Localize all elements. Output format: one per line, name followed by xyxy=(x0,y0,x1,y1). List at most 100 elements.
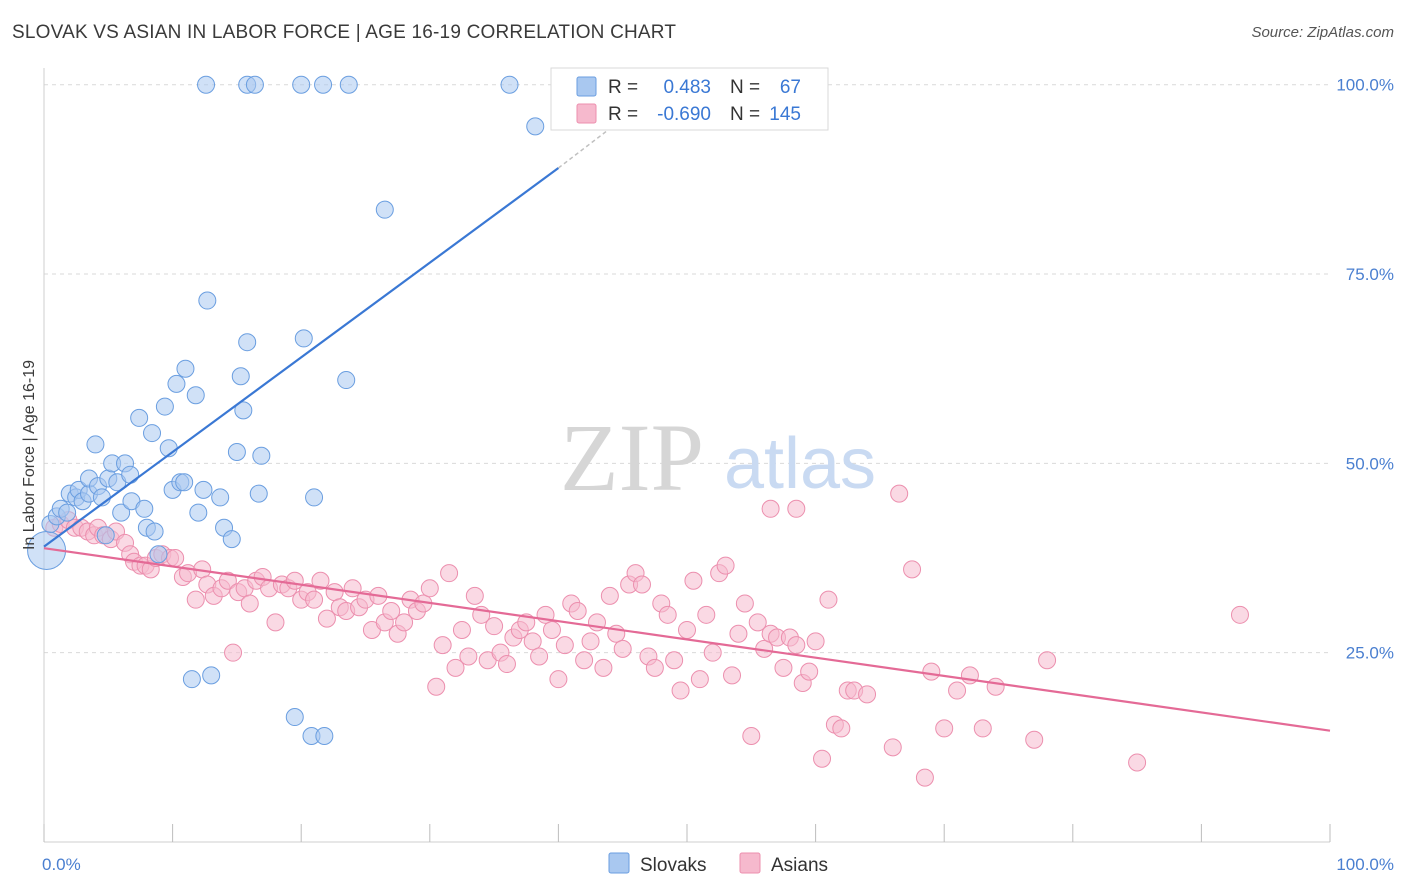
slovaks-point xyxy=(198,291,217,310)
asians-point xyxy=(575,651,594,670)
x-tick-label-max: 100.0% xyxy=(1336,855,1394,874)
asians-point xyxy=(1230,605,1249,624)
slovaks-point xyxy=(86,435,105,454)
slovaks-point xyxy=(238,333,257,352)
asians-point xyxy=(761,499,780,518)
legend-swatch-slovaks xyxy=(576,76,597,97)
asians-point xyxy=(530,647,549,666)
asians-point xyxy=(658,605,677,624)
asians-point xyxy=(806,632,825,651)
slovaks-point xyxy=(305,488,324,507)
legend-n-value-1: 67 xyxy=(780,77,801,98)
asians-point xyxy=(446,658,465,677)
asians-point xyxy=(729,624,748,643)
asians-point xyxy=(549,670,568,689)
asians-point xyxy=(465,586,484,605)
asians-point xyxy=(395,613,414,632)
asians-point xyxy=(382,602,401,621)
slovaks-point xyxy=(314,75,333,94)
asians-point xyxy=(427,677,446,696)
asians-point xyxy=(452,620,471,639)
asians-point xyxy=(800,662,819,681)
asians-point xyxy=(890,484,909,503)
asians-point xyxy=(613,639,632,658)
legend-r-label-2: R = xyxy=(608,104,638,125)
chart-title: SLOVAK VS ASIAN IN LABOR FORCE | AGE 16-… xyxy=(12,22,677,43)
legend-n-label-1: N = xyxy=(730,77,760,98)
asians-point xyxy=(555,636,574,655)
asians-point xyxy=(1025,730,1044,749)
legend-bottom-swatch-slovaks xyxy=(608,852,630,874)
asians-point xyxy=(858,685,877,704)
slovaks-point xyxy=(234,401,253,420)
asians-point xyxy=(665,651,684,670)
slovaks-point xyxy=(375,200,394,219)
asians-point xyxy=(311,571,330,590)
asians-point xyxy=(935,719,954,738)
asians-point xyxy=(542,620,561,639)
slovaks-point xyxy=(189,503,208,522)
asians-point xyxy=(787,636,806,655)
source-credit: Source: ZipAtlas.com xyxy=(1251,24,1394,41)
slovaks-point xyxy=(135,499,154,518)
slovaks-point xyxy=(337,371,356,390)
asians-point xyxy=(632,575,651,594)
asians-point xyxy=(697,605,716,624)
asians-point xyxy=(915,768,934,787)
asians-point xyxy=(973,719,992,738)
legend-r-label-1: R = xyxy=(608,77,638,98)
asians-point xyxy=(684,571,703,590)
asians-point xyxy=(716,556,735,575)
asians-point xyxy=(440,564,459,583)
asians-point xyxy=(813,749,832,768)
legend-n-label-2: N = xyxy=(730,104,760,125)
slovaks-point xyxy=(149,545,168,564)
asians-point xyxy=(671,681,690,700)
asians-point xyxy=(1128,753,1147,772)
asians-point xyxy=(723,666,742,685)
x-tick-label-min: 0.0% xyxy=(42,855,81,874)
slovaks-point xyxy=(292,75,311,94)
watermark-zip: ZIP xyxy=(560,404,704,511)
slovaks-point xyxy=(121,465,140,484)
slovaks-point xyxy=(339,75,358,94)
asians-point xyxy=(986,677,1005,696)
asians-point xyxy=(903,560,922,579)
asians-point xyxy=(420,579,439,598)
y-axis-label: In Labor Force | Age 16-19 xyxy=(21,360,38,550)
slovaks-point xyxy=(130,408,149,427)
asians-point xyxy=(459,647,478,666)
asians-point xyxy=(787,499,806,518)
asians-point xyxy=(1038,651,1057,670)
slovaks-point xyxy=(294,329,313,348)
slovaks-point xyxy=(182,670,201,689)
legend-r-value-2: -0.690 xyxy=(657,104,711,125)
asians-point xyxy=(186,590,205,609)
slovaks-point xyxy=(58,503,77,522)
slovaks-point xyxy=(211,488,230,507)
slovaks-point xyxy=(167,374,186,393)
asians-point xyxy=(568,602,587,621)
slovaks-point xyxy=(202,666,221,685)
slovaks-point xyxy=(145,522,164,541)
asians-point xyxy=(485,617,504,636)
asians-point xyxy=(774,658,793,677)
asians-point xyxy=(832,719,851,738)
slovaks-point xyxy=(526,117,545,136)
asians-point xyxy=(218,571,237,590)
y-tick-label-3: 100.0% xyxy=(1336,76,1394,95)
slovaks-point xyxy=(315,726,334,745)
asians-point xyxy=(594,658,613,677)
asians-point xyxy=(317,609,336,628)
legend-bottom-swatch-asians xyxy=(739,852,761,874)
legend-stats-box xyxy=(550,67,829,131)
slovaks-point xyxy=(249,484,268,503)
slovaks-point xyxy=(285,708,304,727)
asians-point xyxy=(224,643,243,662)
asians-point xyxy=(166,549,185,568)
y-tick-label-2: 75.0% xyxy=(1346,265,1394,284)
asians-point xyxy=(600,586,619,605)
slovaks-trend-line xyxy=(43,167,560,548)
trend-lines xyxy=(43,118,1331,732)
asians-point xyxy=(325,583,344,602)
